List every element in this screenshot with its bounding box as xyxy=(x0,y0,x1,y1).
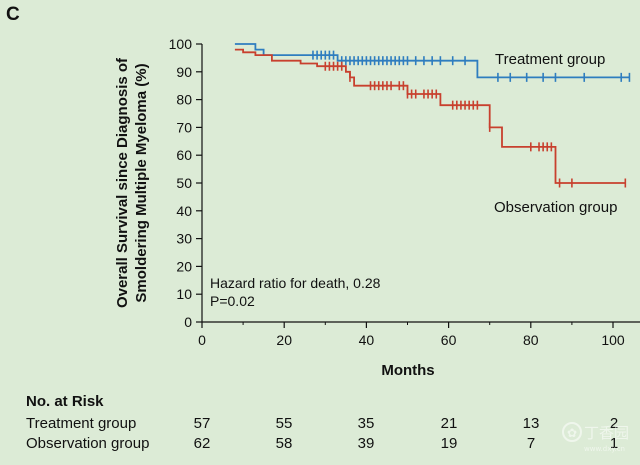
survival-curves xyxy=(234,43,631,188)
x-tick-label: 0 xyxy=(198,332,206,348)
y-ticks: 0 10 20 30 40 50 60 70 80 90 100 xyxy=(169,36,202,330)
risk-row-treatment: Treatment group 57 55 35 21 13 2 xyxy=(0,415,640,435)
y-axis-title-line-1: Overall Survival since Diagnosis of xyxy=(114,57,131,308)
risk-cell: 55 xyxy=(275,415,293,432)
x-tick-label: 20 xyxy=(276,332,292,348)
survival-chart: Overall Survival since Diagnosis of Smol… xyxy=(114,36,640,379)
x-tick-label: 40 xyxy=(359,332,375,348)
y-tick-label: 10 xyxy=(176,286,192,302)
x-tick-label: 100 xyxy=(601,332,625,348)
panel-letter: C xyxy=(6,4,20,25)
treatment-group-curve xyxy=(234,43,630,79)
y-tick-label: 20 xyxy=(176,258,192,274)
y-tick-label: 90 xyxy=(176,64,192,80)
risk-table-title: No. at Risk xyxy=(26,393,104,410)
y-tick-label: 0 xyxy=(184,314,192,330)
watermark-text: 丁香园 xyxy=(584,424,629,442)
p-value-text: P=0.02 xyxy=(210,293,255,309)
observation-group-label: Observation group xyxy=(494,199,617,216)
risk-cell: 58 xyxy=(275,435,293,452)
risk-cell: 2 xyxy=(609,415,619,432)
x-tick-label: 60 xyxy=(441,332,457,348)
risk-row-observation: Observation group 62 58 39 19 7 1 xyxy=(0,435,640,455)
risk-cell: 21 xyxy=(440,415,458,432)
risk-row-label: Treatment group xyxy=(26,415,137,432)
x-tick-label: 80 xyxy=(523,332,539,348)
observation-group-curve xyxy=(234,48,626,184)
y-tick-label: 40 xyxy=(176,203,192,219)
y-tick-label: 70 xyxy=(176,119,192,135)
risk-cell: 62 xyxy=(193,435,211,452)
risk-table: No. at Risk Treatment group 57 55 35 21 … xyxy=(0,391,640,465)
risk-cell: 19 xyxy=(440,435,458,452)
y-tick-label: 30 xyxy=(176,231,192,247)
y-axis-title-line-2: Smoldering Multiple Myeloma (%) xyxy=(133,63,150,302)
watermark-subtext: www.dxy.cn xyxy=(584,445,625,453)
risk-cell: 39 xyxy=(357,435,375,452)
risk-cell: 57 xyxy=(193,415,211,432)
risk-cell: 35 xyxy=(357,415,375,432)
risk-row-label: Observation group xyxy=(26,435,150,452)
x-ticks: 0 20 40 60 80 100 xyxy=(198,322,625,348)
risk-cell: 7 xyxy=(526,435,536,452)
svg-text:✿: ✿ xyxy=(567,426,577,440)
y-axis-title: Overall Survival since Diagnosis of Smol… xyxy=(114,57,150,308)
x-axis-title: Months xyxy=(381,362,434,379)
risk-cell: 13 xyxy=(522,415,540,432)
watermark-logo: ✿ 丁香园 www.dxy.cn xyxy=(562,422,629,453)
y-tick-label: 100 xyxy=(169,36,193,52)
y-tick-label: 60 xyxy=(176,147,192,163)
treatment-group-label: Treatment group xyxy=(495,51,605,68)
y-tick-label: 50 xyxy=(176,175,192,191)
hazard-ratio-text: Hazard ratio for death, 0.28 xyxy=(210,275,381,291)
risk-cell: 1 xyxy=(609,435,619,452)
y-tick-label: 80 xyxy=(176,92,192,108)
